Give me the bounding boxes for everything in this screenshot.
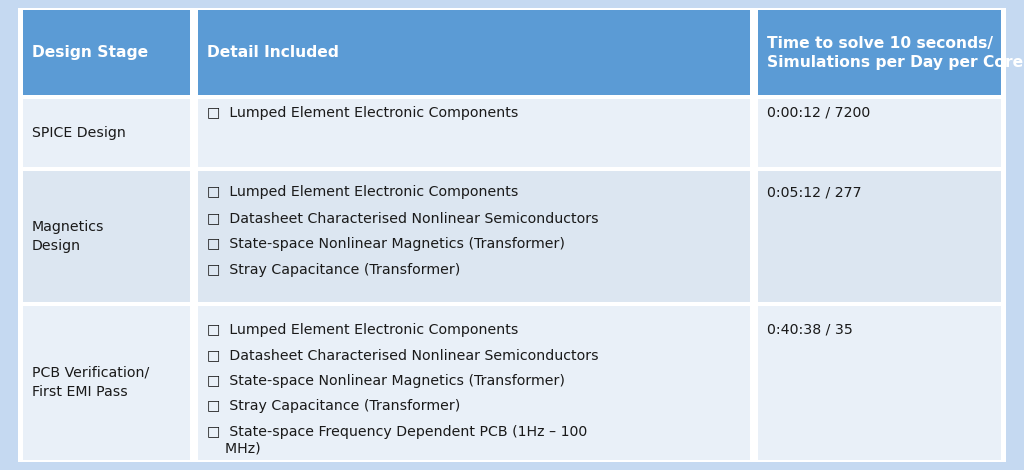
Text: Time to solve 10 seconds/
Simulations per Day per Core: Time to solve 10 seconds/ Simulations pe… <box>767 36 1023 70</box>
Bar <box>754 169 1006 304</box>
Bar <box>18 167 195 169</box>
Bar <box>754 302 1006 304</box>
Text: □  Datasheet Characterised Nonlinear Semiconductors: □ Datasheet Characterised Nonlinear Semi… <box>208 211 599 225</box>
Bar <box>754 8 758 97</box>
Bar <box>754 8 1006 10</box>
Bar <box>195 304 754 462</box>
Bar <box>195 304 754 306</box>
Bar <box>190 169 195 304</box>
Bar <box>18 169 195 304</box>
Bar <box>195 302 754 304</box>
Bar <box>18 460 195 462</box>
Bar <box>754 97 1006 169</box>
Text: Detail Included: Detail Included <box>208 46 339 60</box>
Bar <box>1001 169 1006 304</box>
Bar <box>754 97 758 169</box>
Bar <box>754 304 758 462</box>
Bar <box>195 8 754 10</box>
Bar <box>18 169 23 304</box>
Bar <box>195 460 754 462</box>
Text: PCB Verification/
First EMI Pass: PCB Verification/ First EMI Pass <box>32 366 150 400</box>
Bar <box>190 304 195 462</box>
Bar <box>750 169 754 304</box>
Bar <box>18 8 23 97</box>
Bar <box>754 8 1006 97</box>
Bar <box>195 169 754 304</box>
Bar <box>750 8 754 97</box>
Text: 0:40:38 / 35: 0:40:38 / 35 <box>767 323 853 337</box>
Text: Design Stage: Design Stage <box>32 46 147 60</box>
Text: 0:05:12 / 277: 0:05:12 / 277 <box>767 185 862 199</box>
Bar <box>18 302 195 304</box>
Bar <box>754 97 1006 99</box>
Bar <box>750 304 754 462</box>
Bar <box>18 304 195 306</box>
Bar <box>18 95 195 97</box>
Bar <box>195 304 199 462</box>
Text: □  Lumped Element Electronic Components: □ Lumped Element Electronic Components <box>208 323 519 337</box>
Bar <box>195 8 199 97</box>
Bar <box>754 95 1006 97</box>
Bar <box>18 304 23 462</box>
Bar <box>750 97 754 169</box>
Bar <box>195 169 754 171</box>
Text: □  Lumped Element Electronic Components: □ Lumped Element Electronic Components <box>208 185 519 199</box>
Text: □  State-space Nonlinear Magnetics (Transformer): □ State-space Nonlinear Magnetics (Trans… <box>208 237 565 251</box>
Bar <box>18 97 195 169</box>
Text: □  Stray Capacitance (Transformer): □ Stray Capacitance (Transformer) <box>208 399 461 413</box>
Text: □  Datasheet Characterised Nonlinear Semiconductors: □ Datasheet Characterised Nonlinear Semi… <box>208 348 599 362</box>
Bar <box>190 97 195 169</box>
Bar <box>195 97 199 169</box>
Text: SPICE Design: SPICE Design <box>32 126 126 140</box>
Bar <box>1001 8 1006 97</box>
Bar <box>18 97 195 99</box>
Bar <box>1001 97 1006 169</box>
Bar <box>754 304 1006 462</box>
Bar <box>195 167 754 169</box>
Bar <box>18 169 195 171</box>
Text: 0:00:12 / 7200: 0:00:12 / 7200 <box>767 106 870 120</box>
Bar <box>195 97 754 169</box>
Text: □  State-space Frequency Dependent PCB (1Hz – 100
    MHz): □ State-space Frequency Dependent PCB (1… <box>208 424 588 455</box>
Bar <box>754 167 1006 169</box>
Bar <box>754 460 1006 462</box>
Bar <box>195 169 199 304</box>
Bar <box>18 8 195 97</box>
Bar <box>1001 304 1006 462</box>
Bar <box>18 8 195 10</box>
Bar <box>195 95 754 97</box>
Bar <box>195 8 754 97</box>
Text: □  State-space Nonlinear Magnetics (Transformer): □ State-space Nonlinear Magnetics (Trans… <box>208 374 565 388</box>
Text: □  Lumped Element Electronic Components: □ Lumped Element Electronic Components <box>208 106 519 120</box>
Text: Magnetics
Design: Magnetics Design <box>32 219 104 253</box>
Bar <box>195 97 754 99</box>
Text: □  Stray Capacitance (Transformer): □ Stray Capacitance (Transformer) <box>208 263 461 277</box>
Bar <box>754 304 1006 306</box>
Bar <box>18 97 23 169</box>
Bar <box>754 169 1006 171</box>
Bar <box>190 8 195 97</box>
Bar <box>18 304 195 462</box>
Bar <box>754 169 758 304</box>
